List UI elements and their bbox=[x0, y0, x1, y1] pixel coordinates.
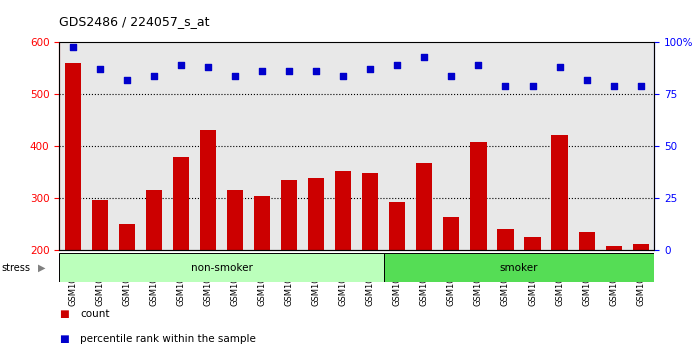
Text: GDS2486 / 224057_s_at: GDS2486 / 224057_s_at bbox=[59, 15, 209, 28]
Text: ▶: ▶ bbox=[38, 263, 46, 273]
Bar bbox=[118, 224, 135, 250]
Point bbox=[392, 62, 403, 68]
Bar bbox=[362, 173, 379, 250]
Point bbox=[500, 83, 511, 89]
Bar bbox=[633, 244, 649, 250]
Text: count: count bbox=[80, 309, 109, 319]
Point bbox=[446, 73, 457, 79]
Bar bbox=[227, 190, 243, 250]
Point bbox=[419, 54, 430, 60]
Point bbox=[67, 44, 78, 50]
Point bbox=[203, 64, 214, 70]
Point bbox=[94, 67, 105, 72]
Bar bbox=[335, 171, 351, 250]
Bar bbox=[578, 233, 595, 250]
Text: ■: ■ bbox=[59, 309, 69, 319]
Text: non-smoker: non-smoker bbox=[191, 263, 253, 273]
Text: percentile rank within the sample: percentile rank within the sample bbox=[80, 334, 256, 344]
Bar bbox=[551, 135, 568, 250]
Point bbox=[365, 67, 376, 72]
Point bbox=[310, 69, 322, 74]
Point bbox=[256, 69, 267, 74]
Bar bbox=[254, 196, 270, 250]
Point bbox=[148, 73, 159, 79]
Point bbox=[635, 83, 647, 89]
Bar bbox=[281, 180, 297, 250]
Bar bbox=[92, 200, 108, 250]
Bar bbox=[59, 253, 383, 282]
Text: smoker: smoker bbox=[500, 263, 538, 273]
Bar bbox=[498, 229, 514, 250]
Bar bbox=[145, 190, 162, 250]
Point bbox=[554, 64, 565, 70]
Bar bbox=[308, 178, 324, 250]
Bar bbox=[524, 237, 541, 250]
Point bbox=[175, 62, 187, 68]
Text: stress: stress bbox=[1, 263, 31, 273]
Bar bbox=[200, 131, 216, 250]
Bar bbox=[173, 158, 189, 250]
Point bbox=[608, 83, 619, 89]
Bar bbox=[383, 253, 654, 282]
Point bbox=[527, 83, 538, 89]
Point bbox=[581, 77, 592, 82]
Bar bbox=[606, 246, 622, 250]
Bar bbox=[443, 217, 459, 250]
Bar bbox=[416, 162, 432, 250]
Point bbox=[338, 73, 349, 79]
Point bbox=[121, 77, 132, 82]
Bar bbox=[389, 202, 405, 250]
Text: ■: ■ bbox=[59, 334, 69, 344]
Point bbox=[473, 62, 484, 68]
Point bbox=[283, 69, 294, 74]
Bar bbox=[65, 63, 81, 250]
Bar bbox=[470, 142, 487, 250]
Point bbox=[230, 73, 241, 79]
